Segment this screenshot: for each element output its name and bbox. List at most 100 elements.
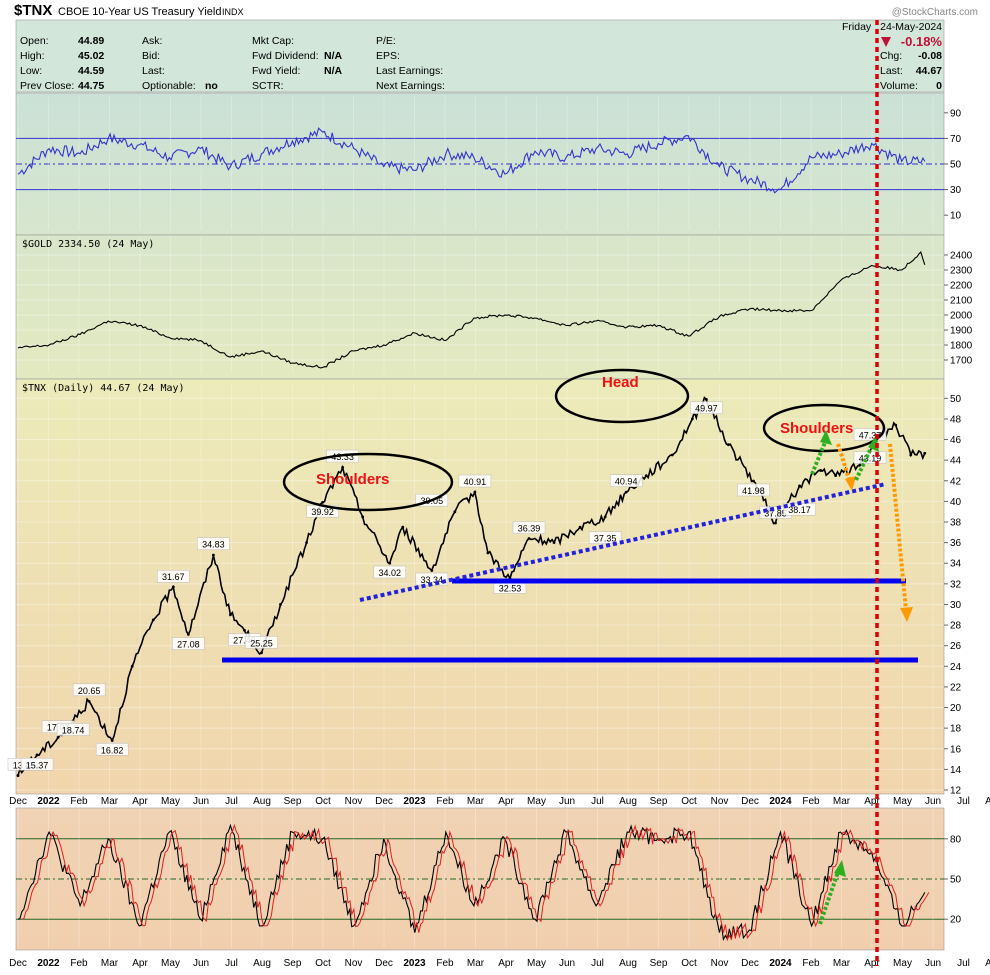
price-label: 20.65: [72, 683, 106, 697]
tnx-point: [401, 525, 405, 529]
gold-title: $GOLD 2334.50 (24 May): [22, 239, 154, 250]
y-tick-tnx: 24: [950, 662, 962, 673]
x-tick-label: Nov: [711, 958, 729, 969]
x-tick-label: 2023: [403, 796, 426, 807]
x-tick-label: Jun: [559, 796, 575, 807]
arrow-head-icon: [900, 607, 913, 622]
x-tick-label: May: [161, 958, 180, 969]
x-tick-label: Aug: [619, 796, 637, 807]
price-label-box: [609, 474, 643, 487]
price-label: 49.97: [690, 401, 723, 414]
x-tick-label: Dec: [741, 796, 759, 807]
y-tick-rsi: 10: [950, 211, 962, 222]
symbol: $TNX: [14, 2, 52, 19]
x-tick-label: Oct: [681, 796, 697, 807]
field-volume-value: 0: [936, 80, 942, 92]
y-tick-rsi: 30: [950, 185, 962, 196]
price-label-text: 31.67: [162, 572, 185, 582]
left-shoulder-ellipse: [282, 452, 454, 512]
y-tick-tnx: 32: [950, 579, 962, 590]
field-fwddiv-label: Fwd Dividend:: [252, 50, 319, 62]
price-label-text: 41.98: [742, 486, 765, 496]
x-tick-label: Mar: [467, 958, 485, 969]
y-tick-tnx: 30: [950, 600, 962, 611]
x-tick-label: Apr: [498, 796, 514, 807]
arrow-head-icon: [845, 476, 856, 491]
y-tick-tnx: 34: [950, 559, 962, 570]
y-tick-gold: 2000: [950, 311, 973, 322]
x-tick-label: Nov: [711, 796, 729, 807]
left-shoulder-label: Shoulders: [316, 471, 389, 488]
x-tick-label: Mar: [467, 796, 485, 807]
price-label-text: 34.02: [378, 568, 401, 578]
field-open-value: 44.89: [78, 35, 104, 47]
price-label-text: 49.97: [695, 404, 718, 414]
field-high-label: High:: [20, 50, 45, 62]
tnx-point: [670, 453, 674, 457]
y-tick-stoch: 80: [950, 834, 962, 845]
x-tick-label: 2024: [769, 958, 792, 969]
x-tick-label: Feb: [802, 796, 820, 807]
x-tick-label: May: [527, 958, 546, 969]
field-optionable-label: Optionable:: [142, 80, 196, 92]
price-label-text: 36.39: [518, 524, 541, 534]
field-high-value: 45.02: [78, 50, 104, 62]
tnx-point: [552, 541, 556, 545]
tnx-point: [473, 490, 477, 494]
field-lastearn-label: Last Earnings:: [376, 65, 443, 77]
price-label: 31.67: [157, 569, 190, 583]
x-tick-label: Jun: [193, 958, 209, 969]
gold-panel: [15, 234, 945, 380]
x-tick-label: Aug: [619, 958, 637, 969]
tnx-point: [644, 474, 648, 478]
price-label-box: [72, 683, 106, 697]
price-label: 18.74: [56, 723, 90, 736]
price-label-text: 27.46: [233, 636, 256, 646]
tnx-point: [151, 618, 155, 622]
x-tick-label: May: [893, 958, 912, 969]
tnx-point: [603, 515, 607, 519]
tnx-point: [305, 541, 308, 545]
price-label: 37.35: [588, 531, 622, 544]
y-tick-tnx: 22: [950, 682, 962, 693]
field-fwdyield-value: N/A: [324, 65, 343, 77]
tnx-panel: [15, 378, 945, 795]
orange-arrow-1: [836, 443, 852, 483]
price-label-text: 38.17: [788, 505, 811, 515]
y-tick-tnx: 20: [950, 703, 962, 714]
y-tick-stoch: 20: [950, 915, 962, 926]
y-tick-tnx: 40: [950, 497, 962, 508]
price-label-text: 47.37: [859, 430, 882, 440]
x-tick-label: Jun: [925, 958, 941, 969]
price-label-text: 32.53: [499, 583, 522, 593]
price-label: 27.08: [172, 637, 205, 650]
x-tick-label: Dec: [375, 958, 393, 969]
tnx-point: [110, 739, 114, 742]
price-label-text: 25.25: [250, 638, 273, 648]
x-tick-label: Feb: [70, 796, 88, 807]
x-tick-label: May: [893, 796, 912, 807]
y-tick-tnx: 36: [950, 538, 962, 549]
x-tick-label: Apr: [132, 796, 148, 807]
head-ellipse: [554, 368, 690, 424]
x-tick-label: Apr: [498, 958, 514, 969]
header-date: 24-May-2024: [880, 21, 942, 33]
green-arrow-1: [810, 439, 828, 475]
x-tick-label: Jun: [193, 796, 209, 807]
price-label-box: [588, 531, 622, 544]
field-sctr-label: SCTR:: [252, 80, 284, 92]
x-tick-label: Aug: [985, 796, 990, 807]
x-tick-label: May: [527, 796, 546, 807]
x-tick-label: Feb: [802, 958, 820, 969]
field-mktcap-label: Mkt Cap:: [252, 35, 294, 47]
overlays: Shoulders Head Shoulders: [222, 20, 918, 966]
tnx-point: [690, 417, 694, 421]
price-label-box: [56, 723, 90, 736]
neckline: [359, 482, 887, 602]
x-tick-label: Feb: [436, 958, 454, 969]
price-label-text: 39.92: [311, 507, 334, 517]
price-label: 15.37: [20, 758, 54, 771]
field-nextearn-label: Next Earnings:: [376, 80, 445, 92]
tnx-point: [453, 510, 457, 514]
